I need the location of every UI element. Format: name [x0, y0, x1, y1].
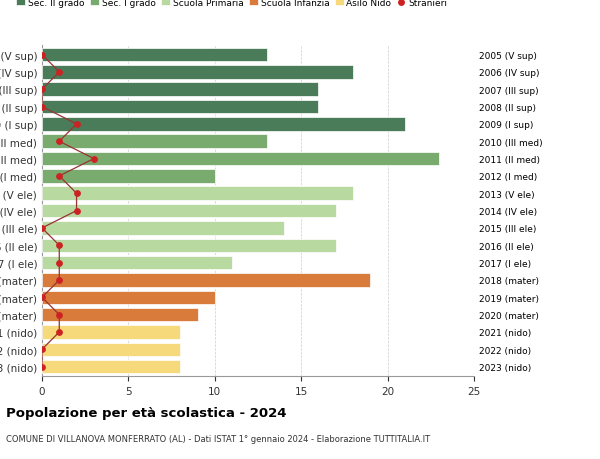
- Point: [72, 207, 82, 215]
- Point: [37, 86, 47, 94]
- Point: [55, 259, 64, 267]
- Legend: Sec. II grado, Sec. I grado, Scuola Primaria, Scuola Infanzia, Asilo Nido, Stran: Sec. II grado, Sec. I grado, Scuola Prim…: [16, 0, 448, 8]
- Point: [72, 190, 82, 197]
- Bar: [42, 256, 232, 270]
- Bar: [42, 66, 353, 79]
- Bar: [42, 325, 180, 339]
- Point: [37, 346, 47, 353]
- Point: [89, 156, 98, 163]
- Bar: [42, 291, 215, 304]
- Point: [55, 242, 64, 249]
- Text: Popolazione per età scolastica - 2024: Popolazione per età scolastica - 2024: [6, 406, 287, 419]
- Bar: [42, 360, 180, 374]
- Bar: [42, 49, 266, 62]
- Bar: [42, 170, 215, 183]
- Bar: [42, 274, 370, 287]
- Bar: [42, 222, 284, 235]
- Bar: [42, 135, 266, 149]
- Bar: [42, 308, 197, 322]
- Bar: [42, 343, 180, 356]
- Point: [55, 329, 64, 336]
- Point: [37, 363, 47, 370]
- Point: [55, 138, 64, 146]
- Point: [37, 225, 47, 232]
- Bar: [42, 239, 336, 252]
- Point: [72, 121, 82, 129]
- Point: [55, 69, 64, 76]
- Bar: [42, 118, 405, 131]
- Point: [55, 173, 64, 180]
- Text: COMUNE DI VILLANOVA MONFERRATO (AL) - Dati ISTAT 1° gennaio 2024 - Elaborazione : COMUNE DI VILLANOVA MONFERRATO (AL) - Da…: [6, 434, 430, 443]
- Bar: [42, 187, 353, 201]
- Bar: [42, 101, 319, 114]
- Bar: [42, 83, 319, 97]
- Point: [55, 277, 64, 284]
- Point: [37, 52, 47, 59]
- Point: [55, 311, 64, 319]
- Bar: [42, 204, 336, 218]
- Bar: [42, 152, 439, 166]
- Point: [37, 294, 47, 301]
- Point: [37, 104, 47, 111]
